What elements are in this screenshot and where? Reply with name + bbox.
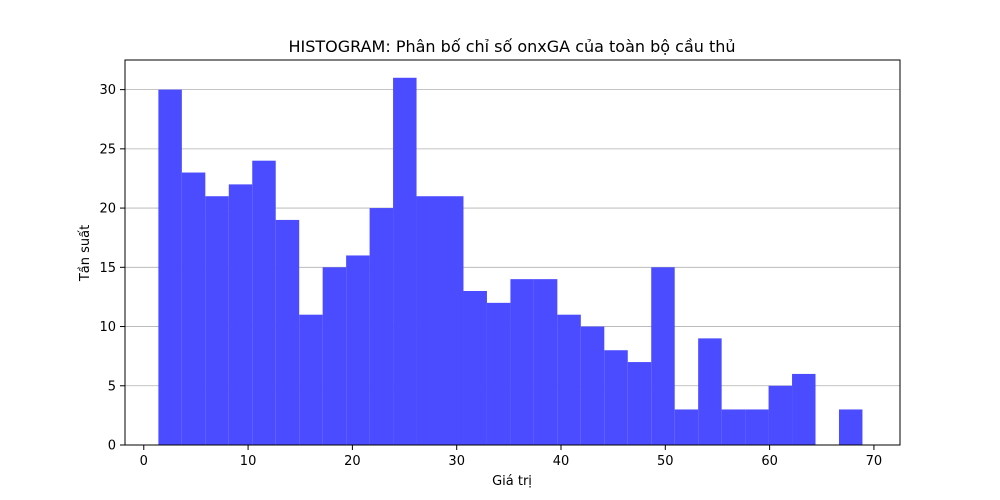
y-tick-label: 20 [99, 202, 116, 217]
histogram-bar [698, 338, 722, 445]
histogram-bar [181, 172, 206, 446]
histogram-bar [651, 267, 675, 445]
histogram-bar [792, 373, 816, 445]
histogram-bar [158, 89, 182, 445]
y-tick-label: 30 [99, 83, 116, 98]
histogram-bar [275, 219, 300, 445]
histogram-bar [205, 196, 229, 445]
histogram-bar [299, 314, 323, 445]
x-tick-label: 0 [140, 454, 148, 469]
x-tick-label: 20 [344, 454, 361, 469]
histogram-bar [838, 409, 863, 445]
x-tick-label: 10 [240, 454, 257, 469]
histogram-bar [768, 385, 793, 445]
chart-title: HISTOGRAM: Phân bố chỉ số onxGA của toàn… [288, 37, 735, 56]
x-tick-label: 60 [761, 454, 778, 469]
plot-frame [124, 59, 901, 446]
y-tick-label: 25 [99, 142, 116, 157]
histogram-bar [533, 279, 558, 445]
y-tick-label: 15 [99, 261, 116, 276]
histogram-bar [557, 314, 581, 445]
x-tick-label: 70 [866, 454, 883, 469]
x-tick-label: 40 [553, 454, 570, 469]
x-axis-label: Giá trị [492, 474, 532, 489]
histogram-bar [463, 291, 487, 445]
histogram-bar [228, 184, 253, 445]
histogram-bar [369, 208, 394, 445]
histogram-bar [346, 255, 370, 445]
y-tick-label: 10 [99, 320, 116, 335]
histogram-bar [486, 302, 511, 445]
histogram-bar [393, 77, 417, 446]
histogram-bar [252, 160, 276, 445]
x-axis-ticks: 0 10 20 30 40 50 60 70 [140, 445, 883, 469]
y-tick-label: 0 [108, 439, 116, 454]
histogram-bars [158, 77, 863, 446]
histogram-bar [627, 362, 652, 445]
y-axis-label: Tần suất [78, 225, 93, 282]
x-tick-label: 50 [657, 454, 674, 469]
y-tick-label: 5 [108, 379, 116, 394]
histogram-bar [745, 409, 769, 445]
histogram-bar [604, 350, 628, 445]
histogram-bar [674, 409, 699, 445]
histogram-bar [580, 326, 605, 445]
histogram-bar [721, 409, 746, 445]
histogram-bar [416, 196, 441, 445]
histogram-bar [510, 279, 534, 445]
histogram-bar [440, 196, 464, 445]
x-tick-label: 30 [448, 454, 465, 469]
histogram-bar [322, 267, 347, 445]
y-axis-ticks: 0 5 10 15 20 25 30 [99, 83, 125, 454]
